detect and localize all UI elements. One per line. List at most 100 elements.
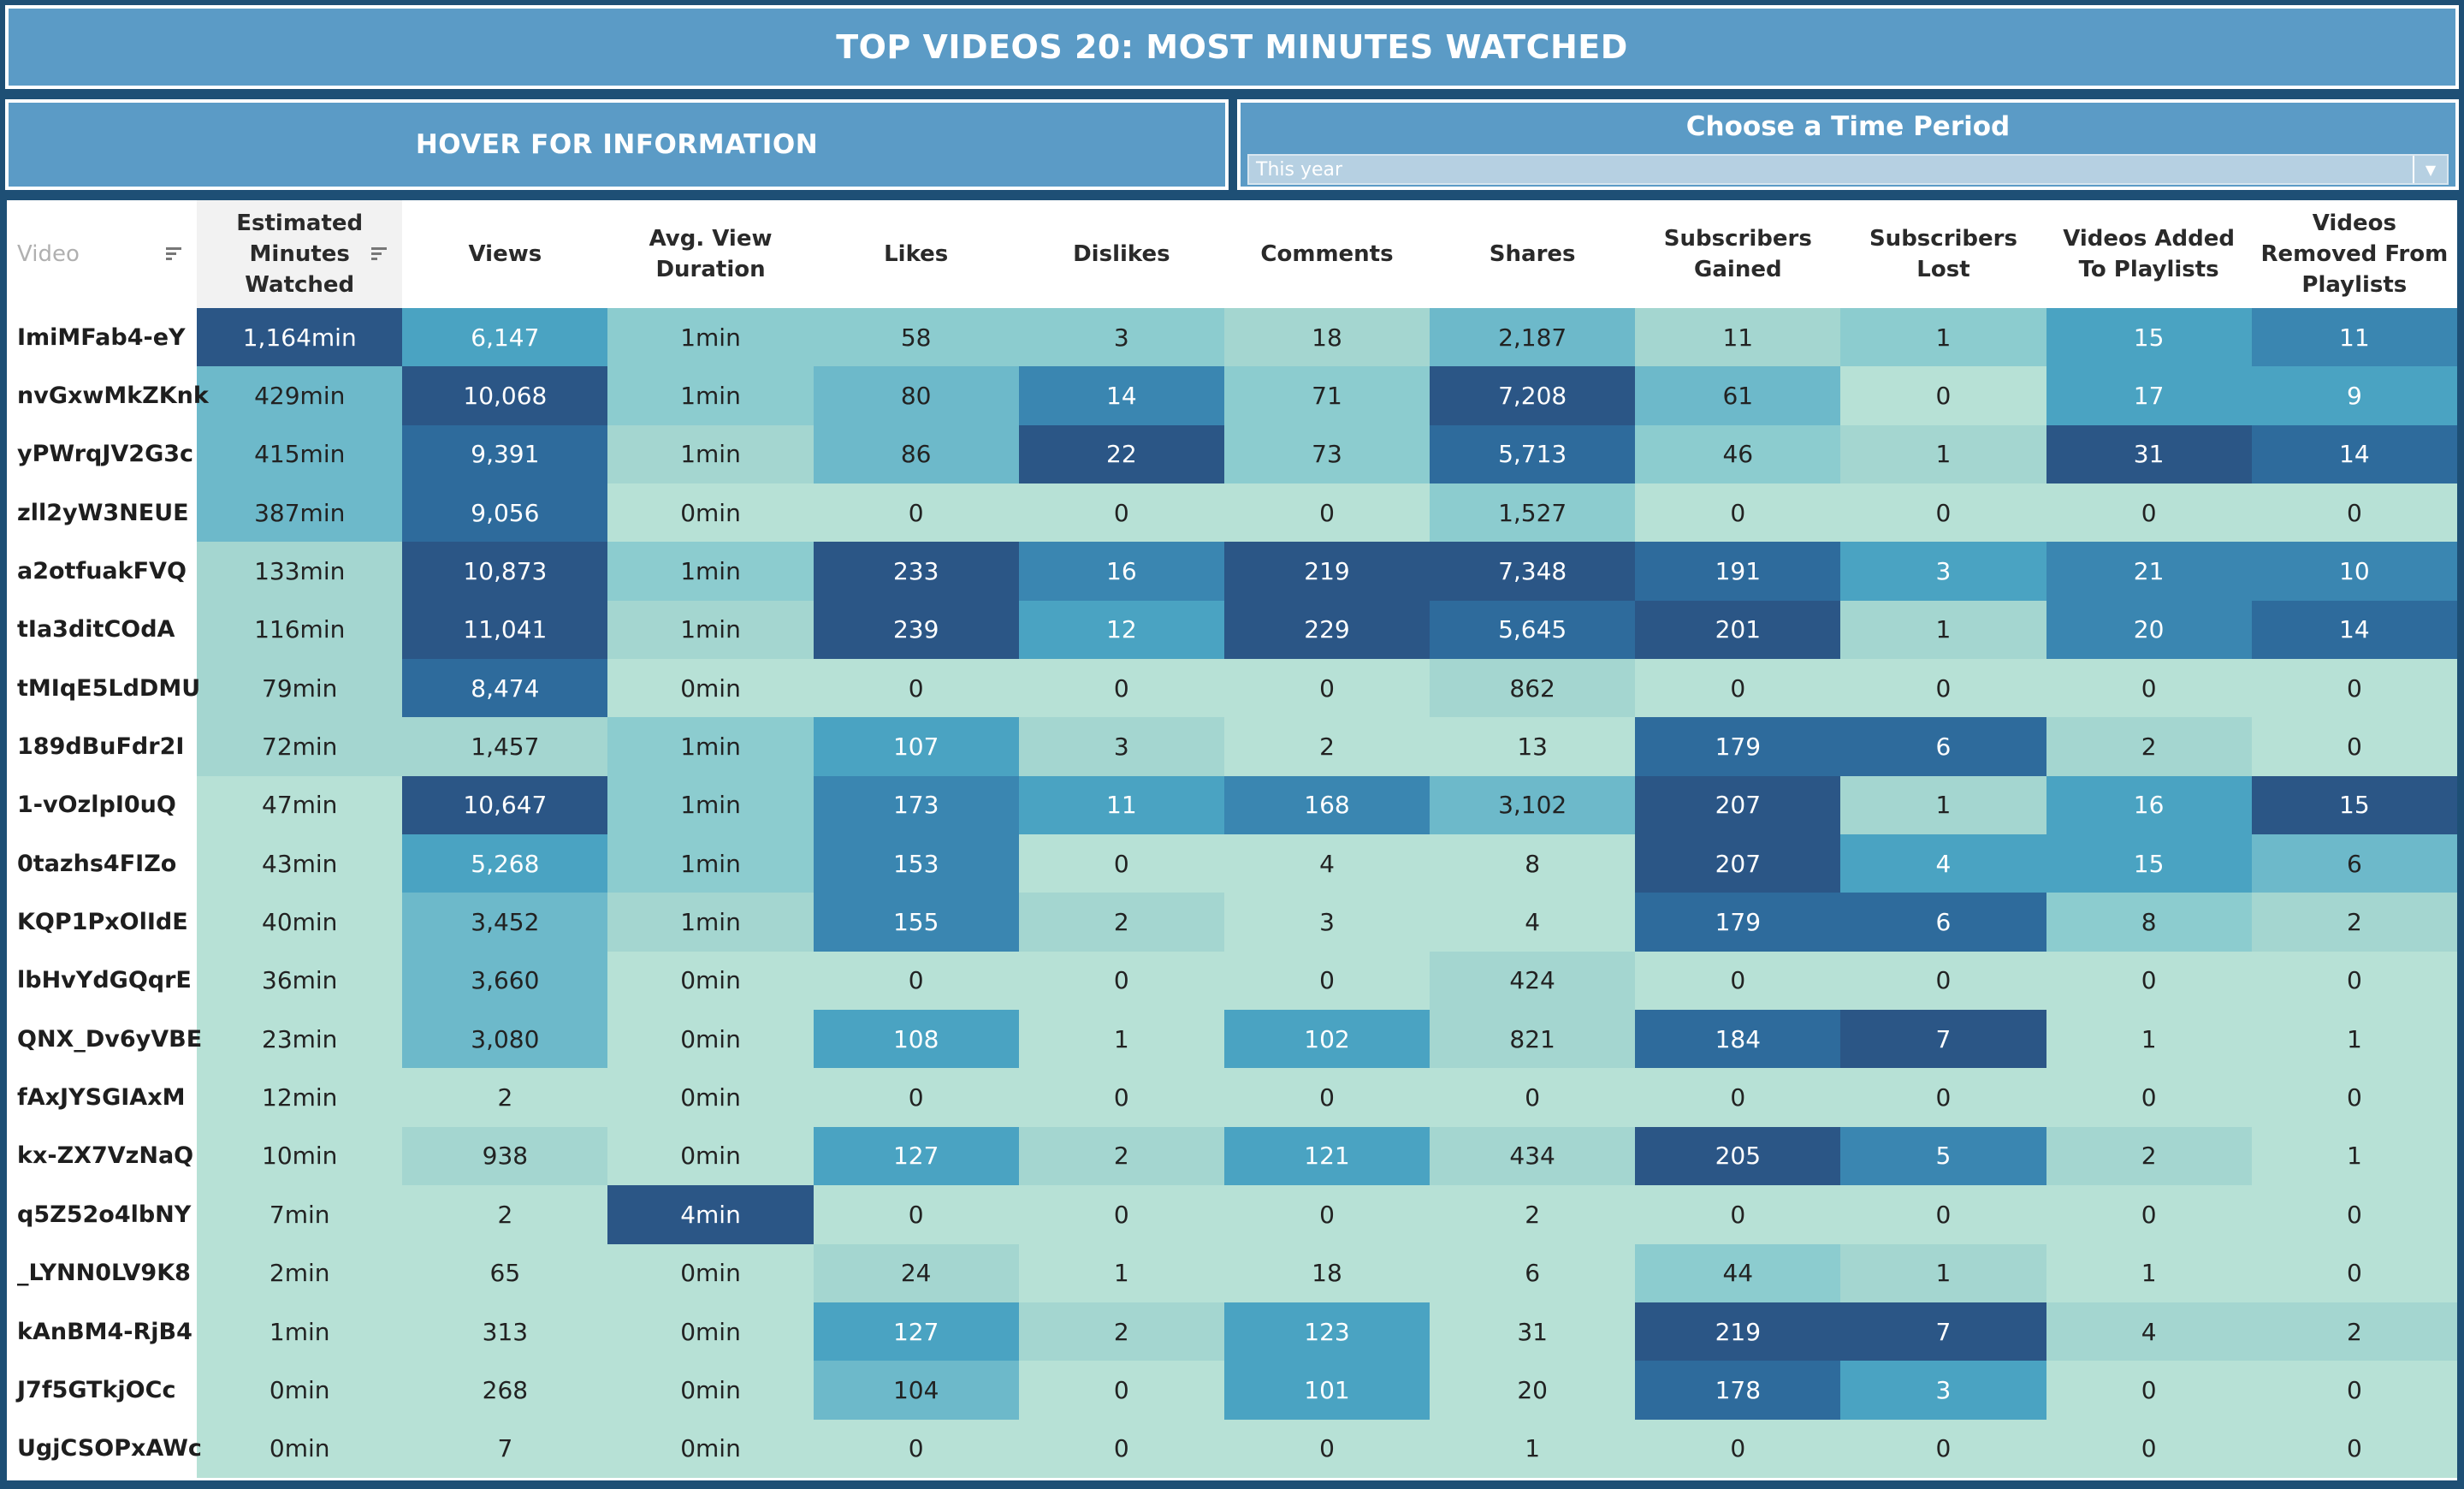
cell-avg-view-duration[interactable]: 1min [607, 717, 814, 776]
cell-estimated-minutes-watched[interactable]: 40min [197, 893, 403, 952]
cell-subscribers-lost[interactable]: 1 [1840, 775, 2046, 835]
cell-estimated-minutes-watched[interactable]: 12min [197, 1068, 403, 1127]
cell-views[interactable]: 9,056 [402, 483, 608, 543]
cell-videos-added-to-playlists[interactable]: 0 [2046, 1361, 2252, 1420]
video-id-cell[interactable]: 0tazhs4FIZo [7, 834, 198, 893]
cell-videos-removed-from-playlists[interactable]: 11 [2251, 308, 2457, 367]
cell-views[interactable]: 3,660 [402, 951, 608, 1011]
video-id-cell[interactable]: a2otfuakFVQ [7, 542, 198, 601]
cell-views[interactable]: 1,457 [402, 717, 608, 776]
table-row[interactable]: lbHvYdGQqrE 36min 3,660 0min 0 0 0 424 0 0 0 0 [7, 951, 2457, 1011]
cell-videos-added-to-playlists[interactable]: 0 [2046, 659, 2252, 718]
cell-videos-added-to-playlists[interactable]: 1 [2046, 1243, 2252, 1302]
cell-likes[interactable]: 80 [813, 366, 1019, 425]
cell-videos-removed-from-playlists[interactable]: 0 [2251, 951, 2457, 1011]
video-id-cell[interactable]: ImiMFab4-eY [7, 308, 198, 367]
cell-shares[interactable]: 821 [1430, 1010, 1636, 1069]
cell-videos-added-to-playlists[interactable]: 0 [2046, 951, 2252, 1011]
cell-views[interactable]: 3,452 [402, 893, 608, 952]
cell-comments[interactable]: 0 [1223, 659, 1430, 718]
cell-shares[interactable]: 424 [1430, 951, 1636, 1011]
cell-views[interactable]: 7 [402, 1419, 608, 1478]
cell-dislikes[interactable]: 16 [1018, 542, 1224, 601]
video-id-cell[interactable]: kx-ZX7VzNaQ [7, 1126, 198, 1186]
cell-estimated-minutes-watched[interactable]: 415min [197, 424, 403, 484]
cell-shares[interactable]: 2 [1430, 1185, 1636, 1244]
cell-dislikes[interactable]: 0 [1018, 1361, 1224, 1420]
cell-dislikes[interactable]: 2 [1018, 1302, 1224, 1361]
cell-likes[interactable]: 127 [813, 1302, 1019, 1361]
cell-videos-removed-from-playlists[interactable]: 0 [2251, 483, 2457, 543]
cell-videos-added-to-playlists[interactable]: 16 [2046, 775, 2252, 835]
cell-likes[interactable]: 153 [813, 834, 1019, 893]
cell-subscribers-lost[interactable]: 1 [1840, 1243, 2046, 1302]
cell-subscribers-lost[interactable]: 6 [1840, 893, 2046, 952]
table-row[interactable]: 1-vOzlpI0uQ 47min 10,647 1min 173 11 168 3,102 2… [7, 775, 2457, 835]
cell-estimated-minutes-watched[interactable]: 0min [197, 1419, 403, 1478]
cell-videos-added-to-playlists[interactable]: 21 [2046, 542, 2252, 601]
cell-shares[interactable]: 862 [1430, 659, 1636, 718]
column-header-likes[interactable]: Likes [813, 200, 1019, 308]
table-row[interactable]: 0tazhs4FIZo 43min 5,268 1min 153 0 4 8 207 4 15 6 [7, 834, 2457, 893]
cell-estimated-minutes-watched[interactable]: 1,164min [197, 308, 403, 367]
cell-avg-view-duration[interactable]: 1min [607, 893, 814, 952]
cell-likes[interactable]: 0 [813, 1419, 1019, 1478]
cell-estimated-minutes-watched[interactable]: 72min [197, 717, 403, 776]
cell-dislikes[interactable]: 11 [1018, 775, 1224, 835]
cell-videos-added-to-playlists[interactable]: 31 [2046, 424, 2252, 484]
video-id-cell[interactable]: zll2yW3NEUE [7, 483, 198, 543]
cell-subscribers-lost[interactable]: 0 [1840, 366, 2046, 425]
column-header-avg-view-duration[interactable]: Avg. View Duration [607, 200, 814, 308]
cell-comments[interactable]: 0 [1223, 1185, 1430, 1244]
cell-comments[interactable]: 0 [1223, 483, 1430, 543]
video-id-cell[interactable]: nvGxwMkZKnk [7, 366, 209, 425]
cell-estimated-minutes-watched[interactable]: 116min [197, 600, 403, 660]
cell-videos-added-to-playlists[interactable]: 15 [2046, 308, 2252, 367]
cell-videos-removed-from-playlists[interactable]: 10 [2251, 542, 2457, 601]
column-header-shares[interactable]: Shares [1430, 200, 1636, 308]
cell-videos-added-to-playlists[interactable]: 0 [2046, 1068, 2252, 1127]
cell-dislikes[interactable]: 12 [1018, 600, 1224, 660]
cell-likes[interactable]: 239 [813, 600, 1019, 660]
cell-subscribers-lost[interactable]: 1 [1840, 308, 2046, 367]
cell-comments[interactable]: 2 [1223, 717, 1430, 776]
table-row[interactable]: q5Z52o4lbNY 7min 2 4min 0 0 0 2 0 0 0 0 [7, 1185, 2457, 1244]
cell-avg-view-duration[interactable]: 0min [607, 1302, 814, 1361]
cell-views[interactable]: 10,647 [402, 775, 608, 835]
table-row[interactable]: QNX_Dv6yVBE 23min 3,080 0min 108 1 102 821 184 7 1… [7, 1010, 2457, 1069]
cell-dislikes[interactable]: 0 [1018, 483, 1224, 543]
table-row[interactable]: nvGxwMkZKnk 429min 10,068 1min 80 14 71 7,208 61… [7, 366, 2457, 425]
cell-views[interactable]: 10,873 [402, 542, 608, 601]
cell-subscribers-gained[interactable]: 191 [1635, 542, 1841, 601]
cell-videos-removed-from-playlists[interactable]: 15 [2251, 775, 2457, 835]
cell-estimated-minutes-watched[interactable]: 1min [197, 1302, 403, 1361]
cell-comments[interactable]: 121 [1223, 1126, 1430, 1186]
cell-comments[interactable]: 4 [1223, 834, 1430, 893]
cell-likes[interactable]: 0 [813, 483, 1019, 543]
cell-videos-removed-from-playlists[interactable]: 2 [2251, 1302, 2457, 1361]
cell-subscribers-gained[interactable]: 44 [1635, 1243, 1841, 1302]
cell-views[interactable]: 2 [402, 1068, 608, 1127]
chevron-down-icon[interactable]: ▼ [2413, 156, 2447, 183]
video-id-cell[interactable]: 1-vOzlpI0uQ [7, 775, 198, 835]
cell-videos-removed-from-playlists[interactable]: 0 [2251, 1419, 2457, 1478]
cell-views[interactable]: 6,147 [402, 308, 608, 367]
cell-comments[interactable]: 18 [1223, 1243, 1430, 1302]
cell-views[interactable]: 8,474 [402, 659, 608, 718]
cell-avg-view-duration[interactable]: 0min [607, 1419, 814, 1478]
cell-avg-view-duration[interactable]: 0min [607, 1361, 814, 1420]
video-id-cell[interactable]: _LYNN0LV9K8 [7, 1243, 198, 1302]
cell-subscribers-lost[interactable]: 5 [1840, 1126, 2046, 1186]
hover-info-panel[interactable]: HOVER FOR INFORMATION [5, 99, 1229, 190]
cell-comments[interactable]: 73 [1223, 424, 1430, 484]
table-row[interactable]: KQP1PxOlIdE 40min 3,452 1min 155 2 3 4 179 6 8 2 [7, 893, 2457, 952]
cell-videos-removed-from-playlists[interactable]: 14 [2251, 424, 2457, 484]
cell-comments[interactable]: 219 [1223, 542, 1430, 601]
cell-avg-view-duration[interactable]: 1min [607, 775, 814, 835]
cell-videos-added-to-playlists[interactable]: 2 [2046, 1126, 2252, 1186]
video-id-cell[interactable]: tIa3ditCOdA [7, 600, 198, 660]
video-id-cell[interactable]: J7f5GTkjOCc [7, 1361, 198, 1420]
cell-subscribers-lost[interactable]: 0 [1840, 1185, 2046, 1244]
table-row[interactable]: kAnBM4-RjB4 1min 313 0min 127 2 123 31 219 7 4 2 [7, 1302, 2457, 1361]
cell-estimated-minutes-watched[interactable]: 47min [197, 775, 403, 835]
